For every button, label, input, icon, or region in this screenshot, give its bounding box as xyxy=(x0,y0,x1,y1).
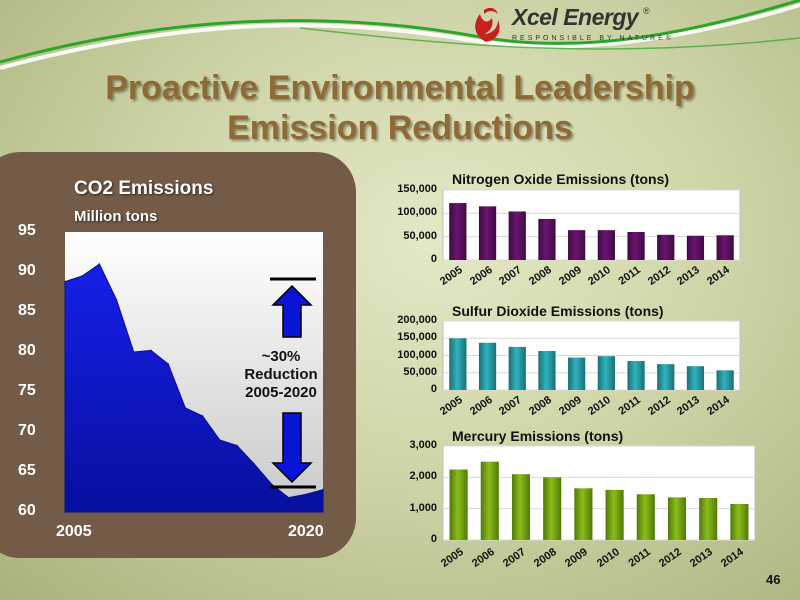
co2-chart-title: CO2 Emissions xyxy=(74,178,214,199)
nox-bar xyxy=(449,203,467,260)
so2-y-tick-label: 200,000 xyxy=(397,314,437,326)
mercury-bar xyxy=(574,488,593,540)
mercury-bar xyxy=(511,474,531,540)
nox-bar xyxy=(568,230,586,260)
mercury-y-tick-label: 2,000 xyxy=(409,470,437,483)
so2-bar xyxy=(627,361,645,390)
co2-y-tick-label: 95 xyxy=(18,222,36,239)
nox-bar xyxy=(686,235,705,260)
nox-chart-title: Nitrogen Oxide Emissions (tons) xyxy=(452,171,670,187)
co2-data-point xyxy=(236,444,238,447)
slide-title: Proactive Environmental Leadership xyxy=(105,69,695,107)
so2-y-tick-label: 50,000 xyxy=(403,365,437,378)
co2-x-start-label: 2005 xyxy=(56,523,92,540)
nox-bar xyxy=(657,234,675,260)
so2-y-tick-label: 0 xyxy=(430,383,437,395)
co2-data-point xyxy=(322,488,324,491)
annotation-line-3: 2005-2020 xyxy=(245,384,317,401)
brand-tagline: RESPONSIBLE BY NATURE® xyxy=(512,35,674,42)
co2-data-point xyxy=(287,496,290,499)
so2-bar xyxy=(657,364,675,390)
so2-bar xyxy=(597,356,615,390)
co2-data-point xyxy=(305,493,307,496)
nox-bar xyxy=(478,206,497,260)
co2-y-tick-label: 60 xyxy=(18,502,36,519)
trademark: ® xyxy=(643,6,650,16)
co2-y-tick-label: 90 xyxy=(18,262,36,279)
so2-y-tick-label: 100,000 xyxy=(397,348,437,361)
co2-data-point xyxy=(133,351,135,353)
so2-bar xyxy=(508,346,526,390)
so2-bar xyxy=(478,342,497,390)
co2-data-point xyxy=(115,299,118,301)
co2-data-point xyxy=(81,275,83,277)
co2-y-tick-label: 75 xyxy=(18,382,36,399)
co2-data-point xyxy=(98,263,101,265)
mercury-bar xyxy=(667,497,687,540)
so2-bar xyxy=(538,351,556,390)
co2-reduction-annotation: ~30% Reduction 2005-2020 xyxy=(222,348,340,402)
mercury-bar xyxy=(543,477,562,540)
co2-y-tick-label: 85 xyxy=(18,302,36,319)
flame-logo-icon xyxy=(475,7,500,42)
co2-x-end-label: 2020 xyxy=(288,523,324,540)
nox-bar xyxy=(508,211,526,260)
co2-y-axis-label: Million tons xyxy=(74,208,158,225)
co2-data-point xyxy=(219,439,221,441)
mercury-y-tick-label: 1,000 xyxy=(409,501,437,514)
so2-y-tick-label: 150,000 xyxy=(397,331,437,344)
mercury-bar xyxy=(636,494,655,540)
co2-data-point xyxy=(201,415,204,417)
co2-data-point xyxy=(253,463,255,465)
mercury-bar xyxy=(730,503,749,540)
nox-bar xyxy=(538,218,556,260)
nox-bar xyxy=(627,232,645,260)
co2-data-point xyxy=(167,363,169,365)
nox-bar xyxy=(597,230,615,260)
co2-y-tick-label: 80 xyxy=(18,342,36,359)
arrow-up-icon xyxy=(271,284,313,338)
nox-bar xyxy=(716,235,734,260)
nox-y-tick-label: 50,000 xyxy=(403,229,437,242)
co2-data-point xyxy=(270,483,273,485)
mercury-bar xyxy=(480,461,499,540)
nox-y-tick-label: 100,000 xyxy=(397,206,437,219)
annotation-line-1: ~30% xyxy=(261,348,301,365)
arrow-down-icon xyxy=(271,412,313,484)
co2-y-tick-label: 70 xyxy=(18,422,36,439)
mercury-y-tick-label: 3,000 xyxy=(409,439,437,451)
mercury-bar xyxy=(449,469,468,540)
slide-subtitle: Emission Reductions xyxy=(227,109,573,147)
mercury-bar xyxy=(699,498,718,540)
co2-data-point xyxy=(150,349,152,352)
annotation-line-2: Reduction xyxy=(244,366,318,383)
mercury-y-tick-label: 0 xyxy=(430,533,437,545)
so2-bar xyxy=(716,370,734,390)
page-number: 46 xyxy=(766,572,781,587)
so2-chart-title: Sulfur Dioxide Emissions (tons) xyxy=(452,303,664,319)
xcel-energy-logo: Xcel Energy ® RESPONSIBLE BY NATURE® xyxy=(466,2,671,50)
so2-bar xyxy=(686,366,705,390)
mercury-chart-title: Mercury Emissions (tons) xyxy=(452,428,624,444)
nox-y-tick-label: 150,000 xyxy=(397,183,437,195)
brand-name: Xcel Energy xyxy=(512,4,639,30)
co2-y-tick-label: 65 xyxy=(18,462,36,479)
so2-bar xyxy=(568,357,586,390)
co2-data-point xyxy=(64,280,66,283)
mercury-bar xyxy=(605,489,624,540)
so2-bar xyxy=(449,338,467,390)
co2-data-point xyxy=(184,407,187,409)
nox-y-tick-label: 0 xyxy=(430,253,437,265)
